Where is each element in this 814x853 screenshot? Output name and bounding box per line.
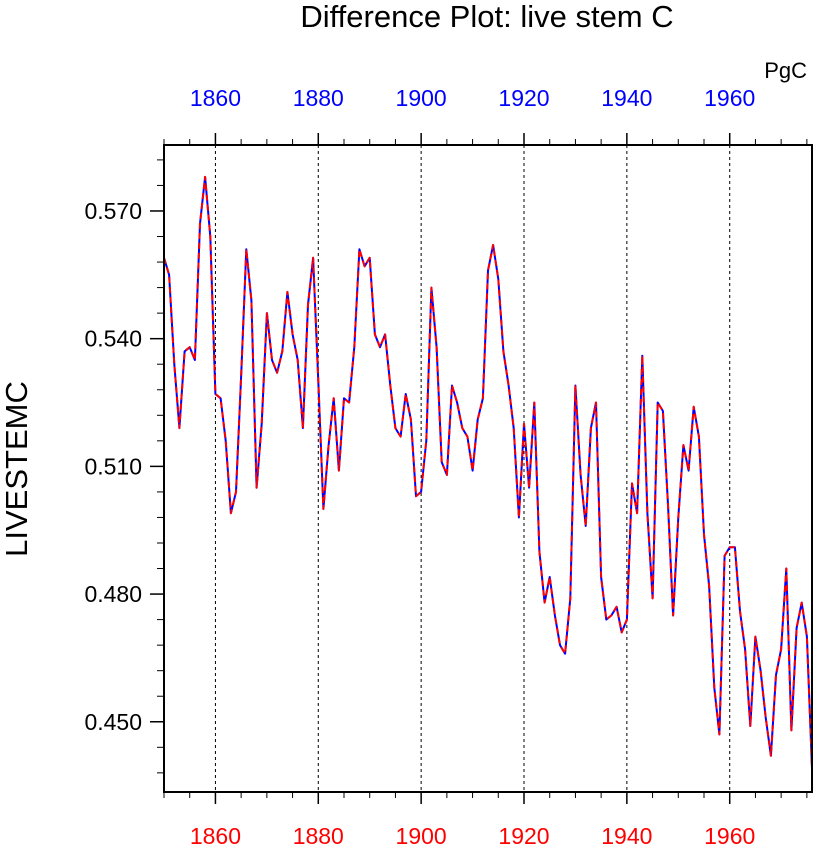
x-top-tick-label: 1880 (293, 85, 344, 111)
chart-title: Difference Plot: live stem C (300, 0, 673, 34)
y-tick-label: 0.540 (84, 326, 142, 352)
x-bottom-tick-label: 1900 (396, 823, 447, 849)
x-bottom-tick-label: 1940 (601, 823, 652, 849)
x-bottom-tick-label: 1920 (498, 823, 549, 849)
y-tick-label: 0.450 (84, 709, 142, 735)
x-bottom-tick-label: 1960 (704, 823, 755, 849)
x-top-tick-label: 1900 (396, 85, 447, 111)
tick-labels: 1860 1860 1880 1880 1900 1900 1920 1920 1940 1940… (84, 85, 755, 849)
plot-frame (163, 144, 813, 793)
x-top-tick-label: 1920 (498, 85, 549, 111)
series-line-2 (163, 175, 813, 769)
x-bottom-tick-label: 1860 (190, 823, 241, 849)
series-lines (163, 175, 813, 769)
y-tick-label: 0.510 (84, 453, 142, 479)
x-top-tick-label: 1960 (704, 85, 755, 111)
x-top-tick-label: 1860 (190, 85, 241, 111)
y-tick-label: 0.480 (84, 581, 142, 607)
x-bottom-tick-label: 1880 (293, 823, 344, 849)
x-top-tick-label: 1940 (601, 85, 652, 111)
y-tick-label: 0.570 (84, 198, 142, 224)
units-label: PgC (764, 58, 807, 83)
axis-ticks (150, 133, 808, 804)
y-axis-label: LIVESTEMC (0, 381, 34, 557)
